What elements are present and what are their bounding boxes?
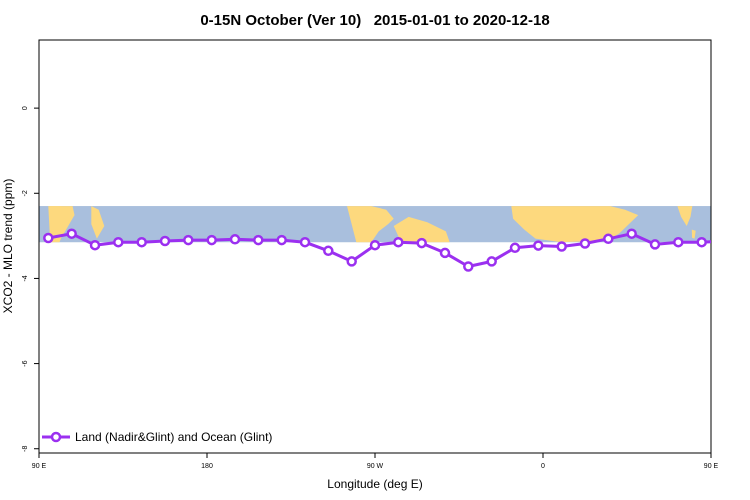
data-point	[509, 242, 521, 254]
land-shape	[393, 216, 450, 243]
data-point	[649, 239, 661, 250]
x-tick-label: 180	[201, 463, 213, 470]
data-point	[89, 239, 101, 251]
x-axis: 90 E 180 90 W 0 90 E	[32, 453, 719, 470]
data-point	[43, 232, 54, 244]
legend-label: Land (Nadir&Glint) and Ocean (Glint)	[75, 430, 272, 444]
series-layer	[43, 228, 750, 272]
data-point	[533, 240, 544, 251]
y-tick-label: -6	[22, 360, 29, 366]
y-axis-label: XCO2 - MLO trend (ppm)	[1, 179, 15, 314]
land-shape	[511, 206, 639, 243]
x-tick-label: 90 E	[704, 463, 719, 470]
data-point	[323, 245, 334, 257]
data-point	[626, 228, 637, 239]
y-tick-label: -8	[22, 446, 29, 452]
x-tick-label: 0	[541, 463, 545, 470]
x-axis-label: Longitude (deg E)	[327, 477, 422, 491]
data-point	[229, 234, 241, 245]
data-point	[393, 236, 404, 248]
data-point	[253, 234, 264, 246]
x-tick-label: 90 W	[367, 463, 384, 470]
y-axis: 0 -2 -4 -6 -8	[22, 106, 39, 452]
y-tick-label: -4	[22, 275, 29, 281]
world-map-band	[39, 206, 711, 243]
data-point	[299, 236, 311, 248]
data-point	[159, 235, 171, 247]
x-tick-label: 90 E	[32, 463, 47, 470]
y-tick-label: 0	[22, 106, 29, 110]
data-point	[416, 237, 427, 249]
data-point	[744, 240, 750, 248]
data-point	[113, 236, 124, 248]
data-point	[603, 233, 614, 245]
data-point	[556, 241, 567, 252]
land-shape	[677, 206, 693, 226]
data-point	[276, 234, 287, 246]
data-point	[486, 256, 497, 267]
land-shape	[691, 229, 696, 239]
data-point	[673, 236, 684, 248]
data-point	[439, 247, 451, 259]
data-point	[696, 236, 707, 248]
data-point	[206, 234, 217, 246]
legend: Land (Nadir&Glint) and Ocean (Glint)	[42, 430, 272, 444]
y-tick-label: -2	[22, 190, 29, 196]
land-shape	[91, 206, 105, 239]
data-point	[579, 238, 591, 249]
chart-title: 0-15N October (Ver 10) 2015-01-01 to 202…	[200, 12, 549, 29]
data-point	[183, 234, 194, 246]
data-point	[346, 256, 357, 267]
legend-marker-icon	[50, 431, 62, 443]
data-point	[66, 228, 77, 239]
data-point	[369, 239, 381, 251]
land-shape	[347, 206, 394, 243]
land-shape	[50, 206, 75, 241]
data-point	[721, 237, 729, 245]
data-point	[463, 261, 474, 272]
data-point	[136, 236, 147, 248]
